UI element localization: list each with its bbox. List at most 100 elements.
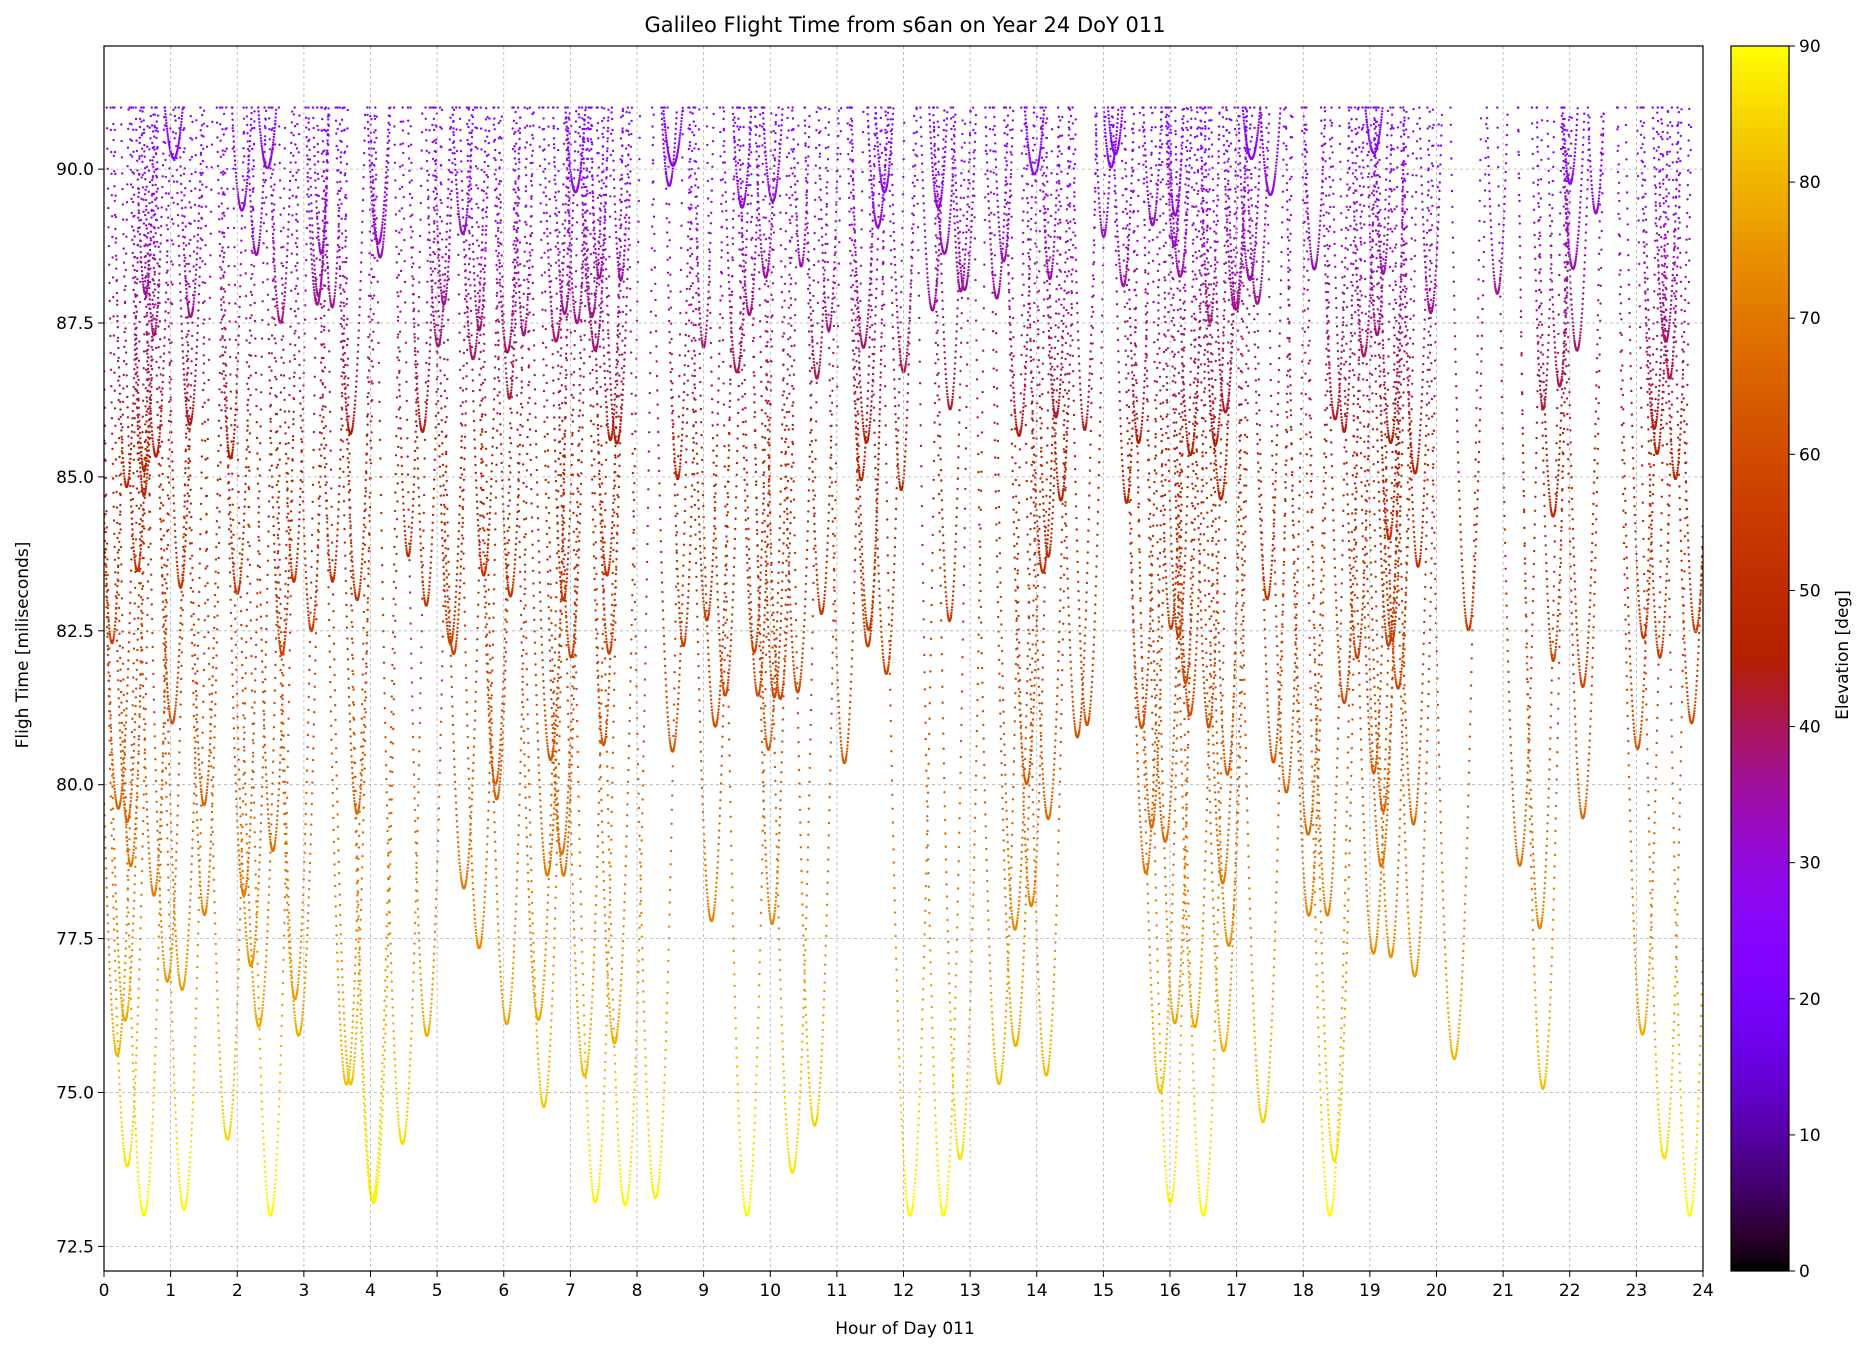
scatter-point <box>1177 330 1179 332</box>
scatter-point <box>953 1038 955 1040</box>
scatter-point <box>440 289 442 291</box>
scatter-point <box>399 350 401 352</box>
scatter-point <box>274 280 276 282</box>
scatter-point <box>1238 147 1240 149</box>
scatter-point <box>1201 190 1203 192</box>
scatter-point <box>925 754 927 756</box>
scatter-point <box>347 475 349 477</box>
scatter-point <box>917 226 919 228</box>
scatter-point <box>614 393 616 395</box>
scatter-point <box>121 1023 123 1025</box>
scatter-point <box>1117 241 1119 243</box>
scatter-point <box>887 554 889 556</box>
scatter-point <box>149 474 151 476</box>
scatter-point <box>1676 256 1678 258</box>
scatter-point <box>209 254 211 256</box>
scatter-point <box>227 444 229 446</box>
scatter-point <box>260 1066 262 1068</box>
scatter-point <box>141 882 143 884</box>
scatter-point <box>356 363 358 365</box>
scatter-point <box>160 926 162 928</box>
scatter-point <box>288 213 290 215</box>
scatter-point <box>382 1081 384 1083</box>
scatter-point <box>150 1157 152 1159</box>
scatter-point <box>950 1115 952 1117</box>
scatter-point <box>177 1158 179 1160</box>
scatter-point <box>123 988 125 990</box>
scatter-point <box>148 493 150 495</box>
scatter-point <box>296 147 298 149</box>
scatter-point <box>308 217 310 219</box>
scatter-point <box>392 713 394 715</box>
scatter-point <box>166 255 168 257</box>
scatter-point <box>988 220 990 222</box>
scatter-point <box>119 1089 121 1091</box>
scatter-point <box>603 362 605 364</box>
scatter-point <box>282 970 284 972</box>
scatter-point <box>1244 252 1246 254</box>
scatter-point <box>768 485 770 487</box>
scatter-point <box>1323 1175 1325 1177</box>
scatter-point <box>313 289 315 291</box>
scatter-point <box>272 226 274 228</box>
scatter-point <box>932 516 934 518</box>
scatter-point <box>700 330 702 332</box>
scatter-point <box>951 401 953 403</box>
scatter-point <box>170 991 172 993</box>
scatter-point <box>936 237 938 239</box>
scatter-point <box>924 922 926 924</box>
scatter-point <box>401 164 403 166</box>
scatter-point <box>252 739 254 741</box>
scatter-point <box>992 280 994 282</box>
scatter-point <box>138 507 140 509</box>
scatter-point <box>1387 228 1389 230</box>
scatter-point <box>365 479 367 481</box>
scatter-point <box>1002 237 1004 239</box>
scatter-point <box>151 1122 153 1124</box>
scatter-point <box>111 835 113 837</box>
scatter-point <box>128 946 130 948</box>
scatter-point <box>152 686 154 688</box>
scatter-point <box>159 901 161 903</box>
scatter-point <box>132 151 134 153</box>
scatter-point <box>1552 180 1554 182</box>
scatter-point <box>242 161 244 163</box>
scatter-point <box>121 769 123 771</box>
scatter-point <box>310 253 312 255</box>
scatter-point <box>920 485 922 487</box>
scatter-point <box>120 1034 122 1036</box>
scatter-point <box>185 292 187 294</box>
scatter-point <box>1175 153 1177 155</box>
scatter-point <box>114 151 116 153</box>
scatter-point <box>401 186 403 188</box>
scatter-point <box>1534 246 1536 248</box>
scatter-point <box>145 793 147 795</box>
scatter-point <box>519 311 521 313</box>
scatter-point <box>179 156 181 158</box>
scatter-point <box>1390 134 1392 136</box>
scatter-point <box>932 1046 934 1048</box>
scatter-point <box>171 175 173 177</box>
scatter-point <box>354 399 356 401</box>
scatter-point <box>741 1175 743 1177</box>
scatter-point <box>131 239 133 241</box>
scatter-point <box>342 288 344 290</box>
scatter-point <box>883 324 885 326</box>
scatter-point <box>1207 1177 1209 1179</box>
scatter-point <box>498 183 500 185</box>
scatter-point <box>231 542 233 544</box>
scatter-point <box>274 1179 276 1181</box>
scatter-point <box>1116 219 1118 221</box>
scatter-point <box>732 912 734 914</box>
scatter-point <box>725 201 727 203</box>
scatter-point <box>176 824 178 826</box>
scatter-point <box>146 125 148 127</box>
scatter-point <box>307 180 309 182</box>
scatter-point <box>961 656 963 658</box>
scatter-point <box>140 916 142 918</box>
scatter-point <box>1199 1200 1201 1202</box>
scatter-point <box>161 196 163 198</box>
scatter-point <box>159 251 161 253</box>
scatter-point <box>913 1189 915 1191</box>
scatter-point <box>283 922 285 924</box>
